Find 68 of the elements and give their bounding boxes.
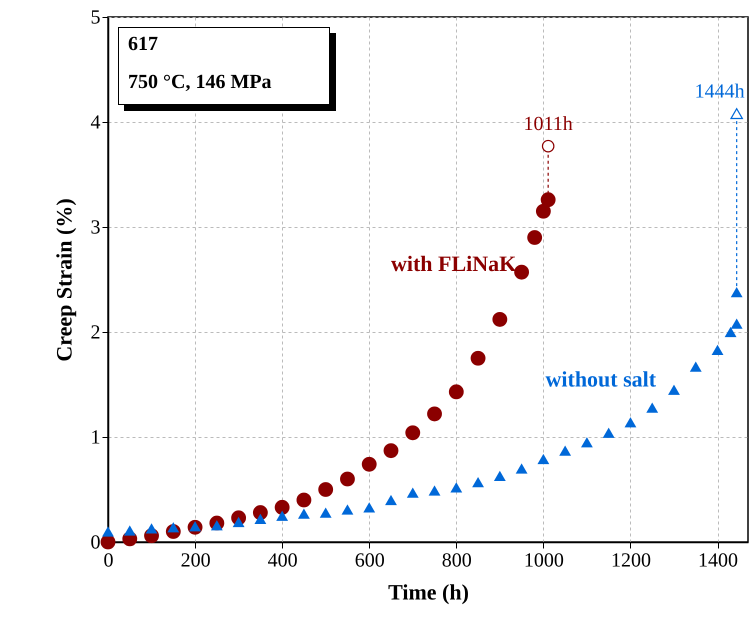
point — [124, 525, 136, 536]
point — [428, 485, 440, 496]
point — [296, 492, 312, 508]
y-tick-label: 3 — [90, 216, 100, 238]
point — [724, 326, 736, 338]
x-axis-title: Time (h) — [388, 580, 469, 604]
point — [276, 510, 288, 521]
point — [342, 504, 354, 515]
text: 617 — [128, 33, 158, 56]
point — [318, 482, 334, 497]
point — [712, 344, 724, 355]
annotation: 1011h — [524, 113, 573, 136]
point — [232, 516, 245, 528]
point — [540, 192, 556, 208]
point — [494, 470, 506, 481]
point — [559, 446, 572, 456]
point — [210, 520, 223, 530]
point — [602, 428, 615, 438]
annotation: 1444h — [694, 80, 745, 103]
point — [537, 454, 550, 464]
point — [448, 384, 464, 400]
point — [472, 477, 484, 488]
point — [690, 362, 702, 372]
point — [298, 508, 310, 519]
point — [470, 350, 486, 366]
y-tick-label: 4 — [90, 112, 100, 134]
series-label: with FLiNaK — [390, 250, 516, 276]
point — [340, 472, 355, 486]
point — [668, 384, 680, 395]
point — [385, 494, 397, 506]
x-tick-label: 800 — [442, 550, 472, 572]
point — [384, 443, 398, 458]
point — [405, 425, 420, 440]
text: 750 °C, 146 MPa — [128, 71, 272, 94]
point — [492, 312, 508, 327]
point — [320, 507, 332, 518]
point — [516, 463, 528, 474]
x-tick-label: 600 — [354, 550, 385, 572]
point — [450, 482, 462, 493]
point — [514, 264, 530, 280]
point — [363, 502, 376, 512]
point — [102, 526, 114, 537]
point — [542, 140, 554, 152]
point — [646, 402, 658, 413]
series-label: without salt — [545, 366, 657, 392]
point — [536, 204, 551, 219]
x-tick-label: 400 — [268, 550, 298, 572]
y-axis-title: Creep Strain (%) — [52, 198, 76, 362]
y-tick-label: 2 — [90, 322, 100, 344]
point — [527, 230, 542, 245]
point — [427, 406, 442, 422]
x-tick-label: 200 — [180, 550, 211, 572]
point — [167, 522, 180, 532]
point — [146, 523, 158, 534]
point — [624, 417, 636, 428]
x-tick-label: 1400 — [698, 550, 738, 572]
point — [362, 456, 377, 472]
x-tick-label: 1000 — [524, 550, 564, 572]
y-tick-label: 5 — [90, 6, 100, 28]
point — [254, 514, 266, 524]
point — [406, 488, 419, 498]
point — [274, 500, 290, 515]
x-tick-label: 1200 — [610, 550, 651, 572]
point — [730, 318, 743, 329]
y-tick-label: 0 — [90, 532, 100, 554]
point — [100, 534, 116, 550]
point — [580, 437, 593, 448]
y-tick-label: 1 — [90, 426, 100, 448]
